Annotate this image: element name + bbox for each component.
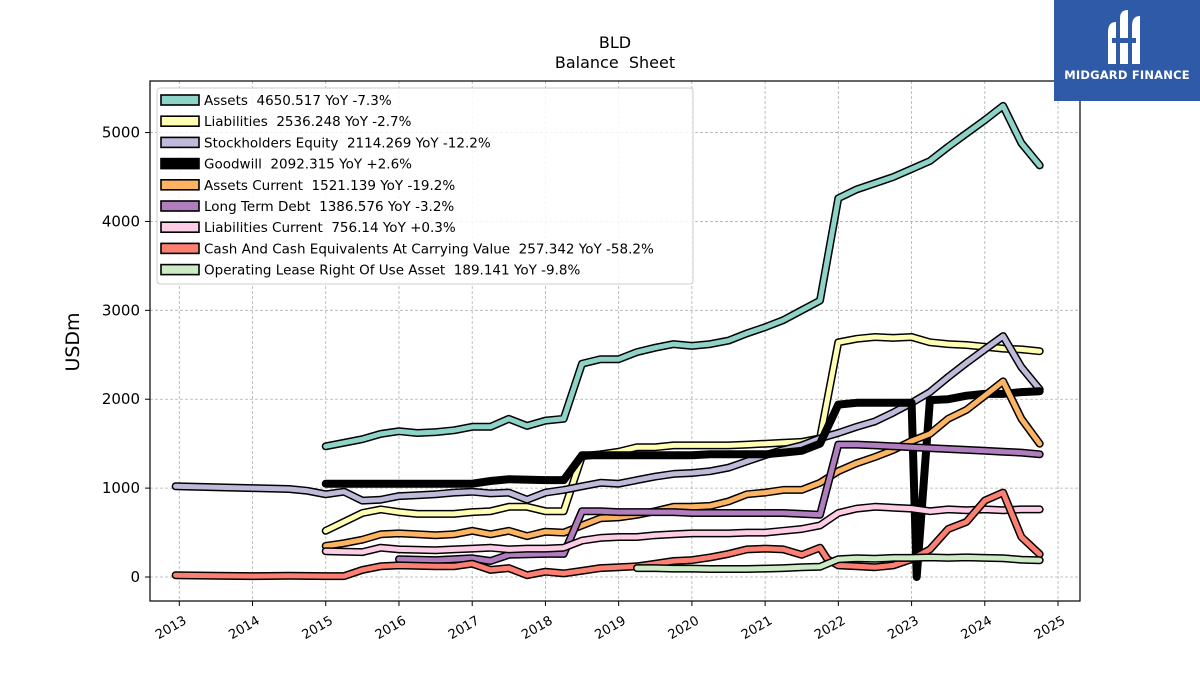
- legend-swatch: [160, 221, 200, 233]
- series-line: [321, 502, 1044, 557]
- x-tick-label: 2025: [1032, 613, 1068, 643]
- y-tick-label: 3000: [102, 301, 140, 319]
- legend-swatch: [160, 263, 200, 276]
- logo-text: MIDGARD FINANCE: [1064, 68, 1190, 82]
- y-tick-label: 2000: [102, 390, 140, 408]
- legend-swatch: [160, 242, 200, 255]
- legend-swatch: [160, 136, 200, 149]
- x-tick-label: 2017: [446, 613, 482, 643]
- series-line: [321, 387, 1044, 581]
- series-line: [321, 377, 1044, 550]
- y-tick-label: 5000: [102, 124, 140, 142]
- x-tick-label: 2015: [300, 613, 336, 643]
- series-line: [321, 333, 1044, 535]
- y-tick-label: 0: [130, 568, 140, 586]
- legend-entry: Liabilities 2536.248 YoY -2.7%: [204, 114, 412, 130]
- series-line: [321, 101, 1044, 451]
- x-tick-label: 2018: [519, 613, 555, 643]
- series-line-stroke: [323, 378, 1043, 549]
- legend-box: [156, 87, 694, 285]
- plot-frame: [149, 80, 1081, 602]
- brand-logo: MIDGARD FINANCE: [1054, 0, 1200, 101]
- legend-swatch: [160, 157, 200, 170]
- chart-title: BLD: [599, 33, 631, 52]
- legend-swatch: [160, 200, 200, 212]
- series-line: [395, 440, 1044, 565]
- x-tick-label: 2014: [226, 613, 262, 643]
- x-tick-label: 2021: [739, 613, 775, 643]
- legend-swatch: [160, 94, 200, 106]
- y-axis-label: USDm: [62, 312, 84, 371]
- series-line-stroke: [321, 387, 1044, 581]
- series-line-stroke: [323, 103, 1043, 449]
- legend-entry: Stockholders Equity 2114.269 YoY -12.2%: [204, 135, 491, 151]
- x-tick-label: 2024: [959, 613, 995, 643]
- y-tick-label: 4000: [102, 212, 140, 230]
- chart-subtitle: Balance Sheet: [555, 53, 675, 72]
- legend-swatch: [160, 115, 200, 127]
- midgard-logo-icon: [1108, 10, 1140, 64]
- series-line-stroke: [323, 504, 1043, 555]
- legend-entry: Assets Current 1521.139 YoY -19.2%: [204, 178, 455, 194]
- legend-entry: Long Term Debt 1386.576 YoY -3.2%: [204, 199, 454, 215]
- legend-entry: Assets 4650.517 YoY -7.3%: [204, 93, 392, 109]
- x-tick-label: 2019: [593, 613, 629, 643]
- legend-entry: Goodwill 2092.315 YoY +2.6%: [204, 157, 412, 173]
- series-line-stroke: [634, 554, 1043, 572]
- y-tick-label: 1000: [102, 479, 140, 497]
- legend-entry: Operating Lease Right Of Use Asset 189.1…: [204, 263, 580, 279]
- x-tick-label: 2013: [153, 613, 189, 643]
- x-tick-label: 2022: [812, 613, 848, 643]
- series-line-stroke: [396, 442, 1043, 564]
- series-line: [633, 553, 1044, 573]
- legend-entry: Cash And Cash Equivalents At Carrying Va…: [204, 241, 654, 257]
- legend-swatch: [160, 179, 200, 191]
- x-tick-label: 2016: [373, 613, 409, 643]
- legend-entry: Liabilities Current 756.14 YoY +0.3%: [204, 220, 456, 236]
- x-tick-label: 2023: [885, 613, 921, 643]
- series-line-stroke: [323, 334, 1043, 534]
- x-tick-label: 2020: [666, 613, 702, 643]
- series-layer: [171, 101, 1044, 581]
- legend: Assets 4650.517 YoY -7.3% Liabilities 253…: [156, 87, 694, 285]
